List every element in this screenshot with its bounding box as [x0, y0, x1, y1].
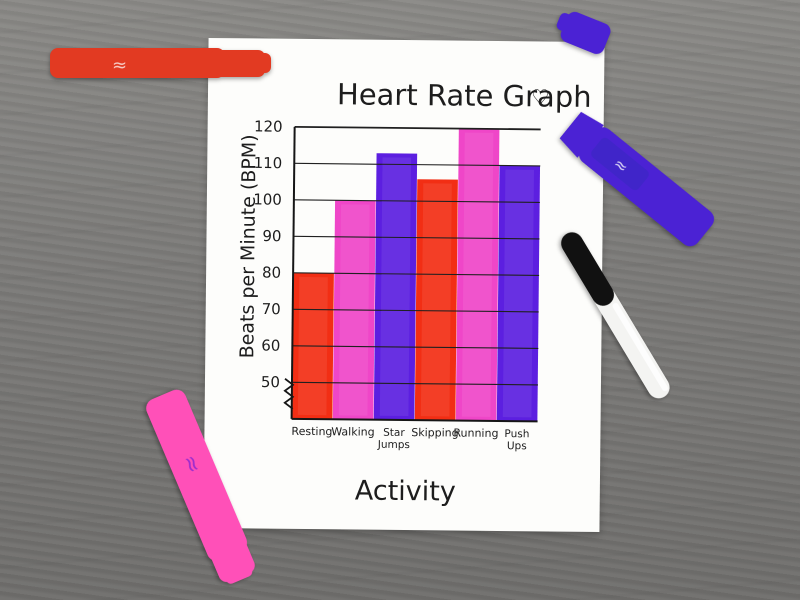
paper-sheet: [203, 37, 605, 533]
